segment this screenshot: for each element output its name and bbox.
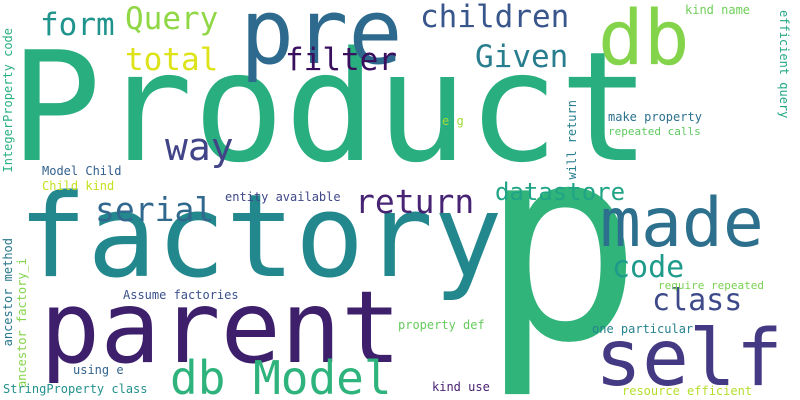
- word-integerproperty-code: IntegerProperty code: [1, 28, 15, 173]
- word-pre: pre: [240, 0, 403, 85]
- word-kind-use: kind use: [432, 380, 490, 394]
- word-model-child: Model Child: [42, 164, 122, 178]
- word-datastore: datastore: [495, 178, 626, 206]
- word-repeated-calls: repeated calls: [608, 125, 701, 138]
- word-child-kind: Child kind: [42, 179, 115, 193]
- word-stringproperty-class: StringProperty class: [3, 382, 148, 396]
- word-self: self: [595, 314, 783, 400]
- word-db-model: db Model: [170, 351, 392, 400]
- word-parent: parent: [40, 269, 402, 386]
- word-entity-available: entity available: [225, 190, 341, 204]
- word-e-g: e g: [442, 114, 464, 128]
- word-made: made: [600, 184, 764, 263]
- word-children: children: [420, 0, 570, 35]
- word-efficient-query: efficient query: [777, 10, 791, 119]
- word-factory: factory: [18, 170, 503, 304]
- word-make-property: make property: [608, 110, 702, 124]
- word-ancestor-method: ancestor method: [1, 238, 15, 347]
- word-ancestor-factory: ancestor factory_i: [15, 258, 29, 389]
- word-kind-name: kind name: [685, 3, 751, 17]
- word-p: p: [480, 87, 643, 400]
- word-property-def: property def: [398, 318, 485, 332]
- word-return: return: [355, 182, 475, 221]
- word-way: way: [165, 125, 234, 169]
- word-class: class: [652, 283, 743, 318]
- word-serial: serial: [95, 190, 215, 229]
- word-resource-efficient: resource efficient: [622, 384, 753, 398]
- word-will-return: will return: [565, 100, 579, 180]
- word-product: Product: [10, 19, 651, 196]
- word-one-particular: one particular: [592, 322, 694, 336]
- word-total: total: [125, 42, 219, 78]
- word-code: code: [612, 250, 685, 285]
- word-filter: filter: [285, 42, 397, 78]
- word-given: Given: [475, 39, 569, 75]
- word-require-repeated: require repeated: [658, 279, 764, 292]
- word-form: form: [40, 7, 115, 43]
- word-assume-factories: Assume factories: [123, 288, 239, 302]
- word-query: Query: [125, 1, 219, 37]
- word-using-e: using e: [73, 363, 124, 377]
- word-db: db: [598, 0, 690, 82]
